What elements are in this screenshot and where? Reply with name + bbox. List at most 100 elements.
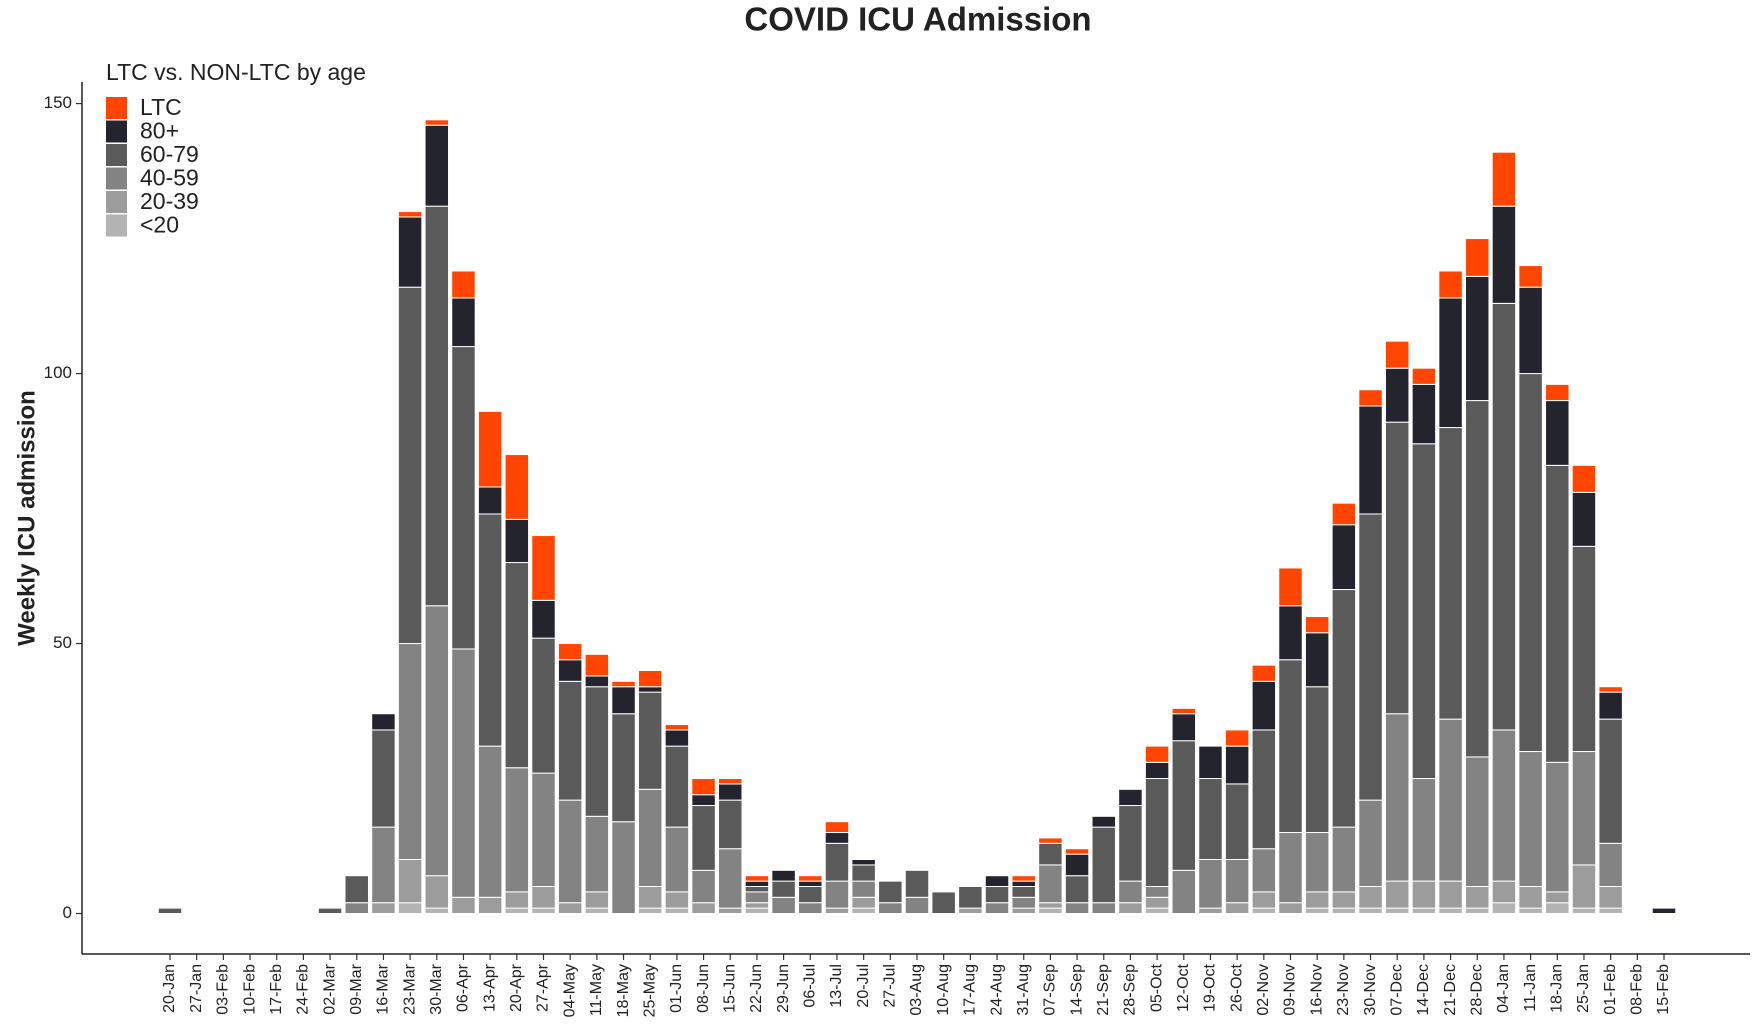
x-tick-label: 01-Feb [1602,964,1619,1015]
legend-swatch [106,191,127,213]
x-tick-label: 08-Jun [695,964,712,1013]
bar-segment [451,346,476,650]
bar-segment [451,270,476,299]
bar-segment [718,799,743,850]
bar-segment [1358,907,1383,915]
bar-segment [1118,902,1143,915]
x-tick-label: 04-May [561,964,578,1017]
bar-segment [637,691,663,790]
bar-segment [1331,524,1357,591]
bar-segment [584,686,610,817]
bar-segment [557,643,583,661]
bar-segment [397,211,423,218]
bar-segment [1545,383,1570,402]
x-tick-label: 23-Mar [401,963,418,1014]
bar-segment [1358,513,1383,801]
bar-segment [1411,907,1437,915]
bar-segment [1144,745,1170,763]
bar-segment [584,675,610,688]
bar-segment [1491,880,1517,904]
bar-segment [1144,886,1170,898]
x-tick-label: 28-Dec [1468,964,1485,1016]
bar-segment [1384,907,1410,915]
bar-segment [477,896,503,915]
bar-segment [1358,886,1383,909]
x-tick-label: 09-Mar [348,963,365,1014]
bar-segment [1304,907,1330,915]
bar-segment [1278,832,1303,904]
bar-segment [1144,761,1170,780]
bar-segment [1411,383,1437,445]
bar-segment [531,637,556,774]
bar-segment [744,875,770,882]
bar-segment [1438,907,1463,915]
x-tick-label: 21-Sep [1095,964,1112,1016]
x-tick-label: 05-Oct [1148,963,1165,1012]
bar-segment [1304,632,1330,688]
x-tick-label: 14-Dec [1415,964,1432,1016]
bar-segment [504,454,530,520]
bar-segment [1465,886,1490,909]
bar-segment [371,902,396,915]
bar-segment [851,864,876,882]
bar-segment [958,886,983,909]
bar-segment [1411,367,1437,385]
legend-label: 20-39 [140,188,199,214]
bar-segment [1198,859,1223,909]
bar-segment [477,410,503,488]
bar-segment [718,848,743,909]
bar-segment [1171,740,1197,871]
bar-segment [691,869,716,904]
bar-segment [744,886,770,893]
bar-segment [851,859,876,866]
bar-segment [1571,907,1597,915]
bar-segment [1491,729,1517,882]
x-tick-label: 30-Mar [428,963,445,1014]
bar-segment [611,713,636,823]
bar-segment [798,880,823,888]
bar-segment [451,648,476,898]
bar-segment [1064,902,1090,915]
bar-segment [1224,783,1250,861]
bar-segment [424,907,450,915]
bar-segment [397,859,423,904]
bar-segment [637,907,663,915]
legend-label: 60-79 [140,141,199,167]
bar-segment [771,880,796,898]
bar-segment [1171,869,1197,915]
bar-segment [798,875,823,882]
x-tick-label: 11-May [588,964,605,1016]
bar-segment [424,605,450,877]
bar-segment [1304,686,1330,834]
x-tick-label: 12-Oct [1175,963,1192,1012]
legend-swatch [106,167,127,190]
bar-segment [1651,907,1677,915]
bar-segment [1465,756,1490,888]
x-tick-label: 09-Nov [1282,964,1299,1016]
x-tick-label: 17-Feb [268,964,285,1015]
bar-segment [824,832,850,844]
bar-segment [851,896,876,909]
x-tick-label: 25-May [641,964,658,1017]
bar-segment [317,907,343,915]
x-tick-label: 07-Dec [1388,964,1405,1016]
bar-segment [637,670,663,688]
bar-segment [531,535,556,601]
bar-segment [1465,238,1490,277]
bar-segment [637,788,663,888]
bar-segment [1571,864,1597,909]
bar-segment [157,907,183,915]
bar-segment [1011,875,1036,882]
bar-segment [1518,265,1543,288]
bar-segment [1038,907,1063,915]
bar-segment [1465,907,1490,915]
x-tick-label: 20-Apr [508,963,525,1012]
bar-segment [1518,373,1543,753]
x-tick-label: 28-Sep [1122,964,1139,1016]
bar-segment [1358,405,1383,515]
bar-segment [878,880,903,904]
chart-title: COVID ICU Admission [744,1,1091,38]
bar-segment [1331,891,1357,909]
bar-segment [1491,205,1517,304]
